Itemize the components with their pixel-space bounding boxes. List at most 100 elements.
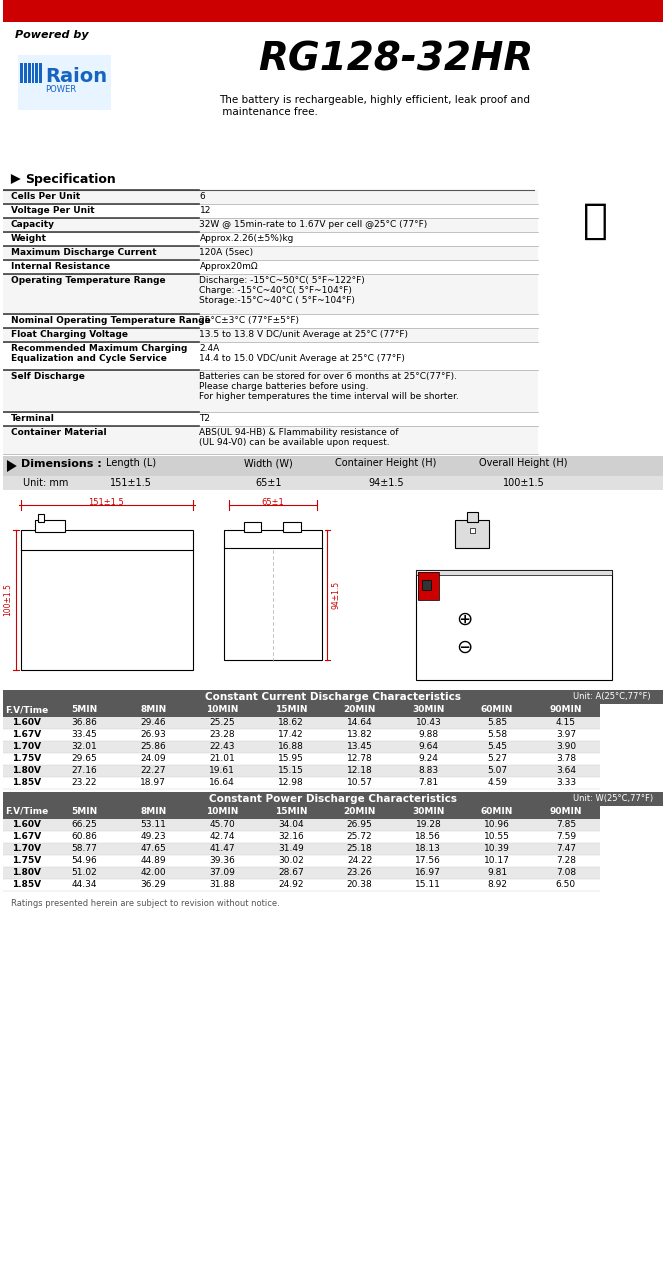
Bar	[3, 730, 600, 741]
Bar	[3, 412, 538, 426]
Text: 5MIN: 5MIN	[71, 806, 97, 817]
Text: 12.18: 12.18	[347, 765, 372, 774]
Text: POWER: POWER	[45, 84, 77, 93]
Text: F.V/Time: F.V/Time	[5, 705, 48, 714]
Text: 3.97: 3.97	[556, 730, 576, 739]
Text: 3.78: 3.78	[556, 754, 576, 763]
Text: 151±1.5: 151±1.5	[88, 498, 124, 507]
Text: 25.72: 25.72	[347, 832, 372, 841]
Bar	[28, 63, 30, 83]
Text: 10.96: 10.96	[485, 820, 510, 829]
Bar	[40, 63, 42, 83]
Text: 66.25: 66.25	[72, 820, 97, 829]
Text: Storage:-15°C~40°C ( 5°F~104°F): Storage:-15°C~40°C ( 5°F~104°F)	[200, 296, 355, 305]
Text: Unit: W(25°C,77°F): Unit: W(25°C,77°F)	[573, 794, 653, 803]
Text: For higher temperatures the time interval will be shorter.: For higher temperatures the time interva…	[200, 392, 459, 401]
Text: 30MIN: 30MIN	[412, 806, 445, 817]
Bar	[3, 777, 600, 788]
Bar	[244, 522, 261, 532]
Text: ⊕: ⊕	[456, 611, 473, 628]
Text: 25.86: 25.86	[140, 742, 166, 751]
Text: Container Material: Container Material	[11, 428, 106, 436]
Text: 26.95: 26.95	[347, 820, 372, 829]
Bar	[3, 806, 600, 819]
Bar	[3, 0, 663, 22]
Text: ABS(UL 94-HB) & Flammability resistance of: ABS(UL 94-HB) & Flammability resistance …	[200, 428, 399, 436]
Text: 5.85: 5.85	[487, 718, 507, 727]
Text: 13.45: 13.45	[347, 742, 372, 751]
Text: Recommended Maximum Charging: Recommended Maximum Charging	[11, 344, 187, 353]
Bar	[3, 370, 538, 412]
Text: 100±1.5: 100±1.5	[503, 477, 544, 488]
Text: 3.90: 3.90	[556, 742, 576, 751]
Text: 12.98: 12.98	[278, 778, 304, 787]
Text: 36.29: 36.29	[140, 881, 166, 890]
Text: The battery is rechargeable, highly efficient, leak proof and
 maintenance free.: The battery is rechargeable, highly effi…	[219, 95, 530, 116]
Text: 100±1.5: 100±1.5	[3, 584, 13, 617]
Text: 25.18: 25.18	[347, 844, 372, 852]
Text: 53.11: 53.11	[140, 820, 166, 829]
Text: Maximum Discharge Current: Maximum Discharge Current	[11, 248, 157, 257]
Bar	[470, 529, 474, 532]
Text: 24.09: 24.09	[140, 754, 166, 763]
Text: 39.36: 39.36	[209, 856, 235, 865]
Text: 10MIN: 10MIN	[206, 705, 239, 714]
Text: Operating Temperature Range: Operating Temperature Range	[11, 276, 165, 285]
Text: 18.97: 18.97	[140, 778, 166, 787]
Text: 9.88: 9.88	[419, 730, 438, 739]
Bar	[3, 819, 600, 831]
Text: Capacity: Capacity	[11, 220, 55, 229]
Text: 37.09: 37.09	[209, 868, 235, 877]
Text: Width (W): Width (W)	[244, 458, 292, 468]
Text: 16.97: 16.97	[415, 868, 442, 877]
Text: 7.47: 7.47	[556, 844, 576, 852]
Text: Float Charging Voltage: Float Charging Voltage	[11, 330, 128, 339]
Polygon shape	[11, 174, 21, 184]
Text: 6: 6	[200, 192, 205, 201]
Bar	[3, 476, 663, 490]
Bar	[3, 328, 538, 342]
Text: Voltage Per Unit: Voltage Per Unit	[11, 206, 95, 215]
Text: 9.64: 9.64	[419, 742, 438, 751]
Text: 3.33: 3.33	[556, 778, 576, 787]
Text: 94±1.5: 94±1.5	[368, 477, 404, 488]
Text: Please charge batteries before using.: Please charge batteries before using.	[200, 381, 369, 390]
Bar	[415, 570, 612, 680]
Text: 8MIN: 8MIN	[140, 806, 167, 817]
Text: 4.15: 4.15	[556, 718, 576, 727]
Text: Equalization and Cycle Service: Equalization and Cycle Service	[11, 355, 167, 364]
Bar	[421, 580, 431, 590]
Text: Overall Height (H): Overall Height (H)	[479, 458, 568, 468]
Text: 7.81: 7.81	[419, 778, 438, 787]
Text: 5.07: 5.07	[487, 765, 507, 774]
Text: Ratings presented herein are subject to revision without notice.: Ratings presented herein are subject to …	[11, 899, 280, 908]
Text: 6.50: 6.50	[556, 881, 576, 890]
Text: 7.85: 7.85	[556, 820, 576, 829]
Text: 17.56: 17.56	[415, 856, 442, 865]
Text: ⊖: ⊖	[456, 637, 473, 657]
Text: Self Discharge: Self Discharge	[11, 372, 85, 381]
Text: 15.95: 15.95	[278, 754, 304, 763]
Text: 1.60V: 1.60V	[12, 820, 41, 829]
Text: 10MIN: 10MIN	[206, 806, 239, 817]
Text: 15MIN: 15MIN	[275, 705, 307, 714]
Text: 1.70V: 1.70V	[12, 742, 41, 751]
Text: 26.93: 26.93	[140, 730, 166, 739]
Text: Nominal Operating Temperature Range: Nominal Operating Temperature Range	[11, 316, 210, 325]
Text: 24.22: 24.22	[347, 856, 372, 865]
Text: 7.08: 7.08	[556, 868, 576, 877]
Text: 31.49: 31.49	[278, 844, 304, 852]
Text: 8.92: 8.92	[487, 881, 507, 890]
Text: 49.23: 49.23	[140, 832, 166, 841]
Text: 54.96: 54.96	[72, 856, 97, 865]
Text: 18.56: 18.56	[415, 832, 442, 841]
Bar	[3, 831, 600, 844]
Bar	[17, 55, 111, 110]
Text: 10.55: 10.55	[485, 832, 510, 841]
Bar	[3, 22, 663, 170]
Text: 1.80V: 1.80V	[12, 765, 41, 774]
Text: 151±1.5: 151±1.5	[110, 477, 152, 488]
Text: 4.59: 4.59	[487, 778, 507, 787]
Text: 34.04: 34.04	[278, 820, 304, 829]
Text: 1.85V: 1.85V	[12, 881, 41, 890]
